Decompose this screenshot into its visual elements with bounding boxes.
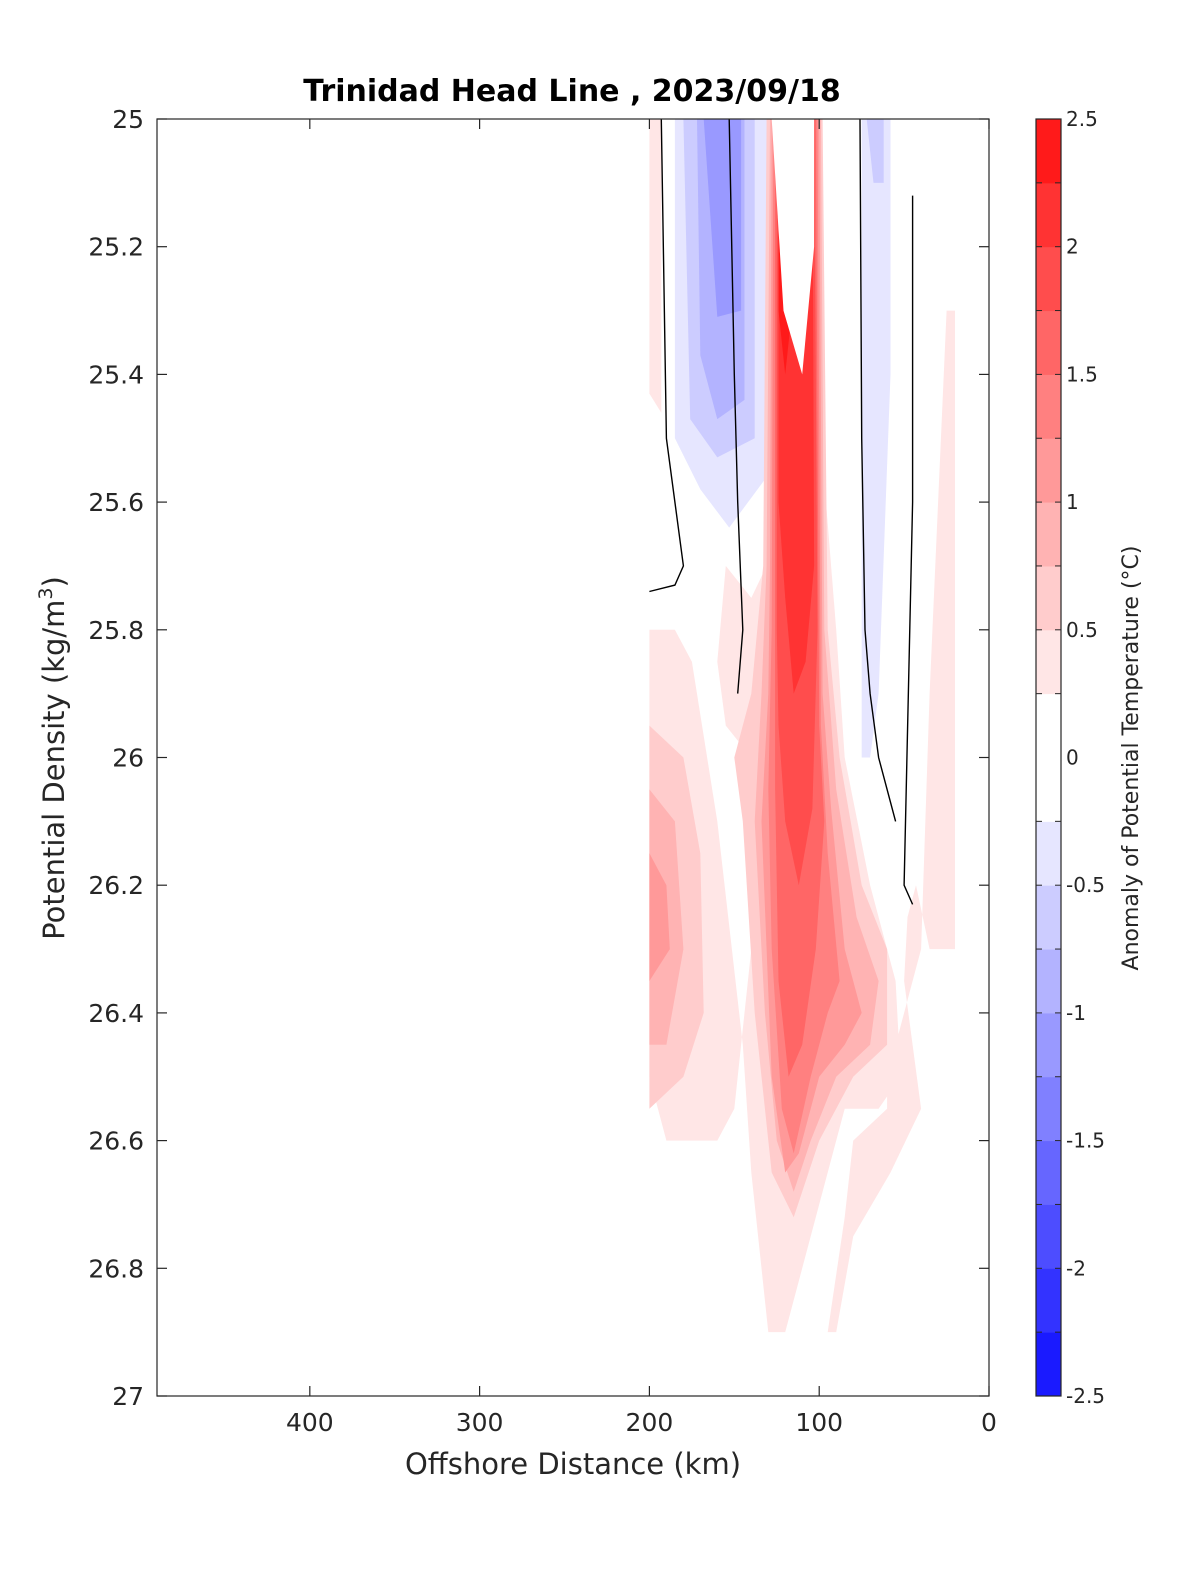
colorbar-segment-1 (1036, 1268, 1061, 1333)
y-axis-label-main: Potential Density (kg/m (37, 600, 71, 940)
colorbar-segment-8 (1036, 821, 1061, 886)
anomaly-region-13 (649, 853, 670, 981)
colorbar-segment-14 (1036, 374, 1061, 439)
colorbar-segment-17 (1036, 182, 1061, 248)
chart-title: Trinidad Head Line , 2023/09/18 (303, 74, 840, 109)
colorbar (1035, 118, 1062, 1397)
colorbar-segment-7 (1036, 885, 1061, 950)
anomaly-region-5 (861, 119, 891, 758)
colorbar-tick-label-1: 2 (1066, 235, 1079, 259)
colorbar-segment-11 (1036, 565, 1061, 631)
zero-contour-3 (903, 195, 914, 905)
x-tick-label-200: 200 (626, 1408, 674, 1437)
y-tick-label-25.2: 25.2 (88, 233, 144, 262)
colorbar-segment-5 (1036, 1012, 1061, 1078)
y-tick-label-25.6: 25.6 (88, 488, 144, 517)
x-tick-label-400: 400 (286, 1408, 334, 1437)
y-tick-label-26.4: 26.4 (88, 999, 144, 1028)
colorbar-segment-15 (1036, 310, 1061, 375)
zero-contour-lines (649, 119, 914, 905)
colorbar-ticks: 2.5 2 1.5 1 0.5 0 -0.5 -1 -1.5 -2 -2.5 (1036, 107, 1105, 1408)
y-axis: 25 25.2 25.4 25.6 25.8 26 26.2 26.4 26.6 26.8 27 (88, 105, 989, 1411)
zero-contour-0 (649, 119, 685, 593)
y-tick-label-26.2: 26.2 (88, 871, 144, 900)
colorbar-tick-label-5: 0 (1066, 746, 1079, 770)
y-tick-label-26.6: 26.6 (88, 1127, 144, 1156)
zero-contour-1 (728, 119, 744, 694)
x-axis-label: Offshore Distance (km) (405, 1447, 741, 1481)
colorbar-tick-label-10: -2.5 (1066, 1384, 1105, 1408)
colorbar-segment-18 (1036, 119, 1061, 184)
colorbar-segment-12 (1036, 502, 1061, 567)
y-axis-label-superscript: 3 (35, 587, 57, 599)
y-axis-label: Potential Density (kg/m3) (35, 576, 71, 940)
y-tick-label-25.8: 25.8 (88, 616, 144, 645)
x-tick-label-100: 100 (795, 1408, 843, 1437)
colorbar-tick-label-9: -2 (1066, 1256, 1086, 1280)
anomaly-region-19 (771, 119, 815, 375)
anomaly-region-0 (649, 119, 662, 413)
colorbar-segment-16 (1036, 246, 1061, 312)
colorbar-segment-13 (1036, 438, 1061, 503)
colorbar-tick-label-6: -0.5 (1066, 873, 1105, 897)
colorbar-segment-2 (1036, 1204, 1061, 1269)
x-axis: 400 300 200 100 0 (286, 119, 997, 1437)
anomaly-region-6 (866, 119, 884, 183)
colorbar-tick-label-2: 1.5 (1066, 362, 1098, 386)
colorbar-tick-label-8: -1.5 (1066, 1129, 1105, 1153)
colorbar-segment-10 (1036, 629, 1061, 695)
y-tick-label-25: 25 (112, 105, 144, 134)
colorbar-segment-9 (1036, 693, 1061, 822)
y-tick-label-25.4: 25.4 (88, 360, 144, 389)
colorbar-tick-label-0: 2.5 (1066, 107, 1098, 131)
x-tick-label-0: 0 (981, 1408, 997, 1437)
y-axis-label-close: ) (37, 576, 71, 587)
colorbar-tick-label-4: 0.5 (1066, 618, 1098, 642)
anomaly-regions (649, 119, 955, 1333)
colorbar-label: Anomaly of Potential Temperature (°C) (1119, 546, 1144, 971)
colorbar-tick-label-3: 1 (1066, 490, 1079, 514)
colorbar-tick-label-7: -1 (1066, 1001, 1086, 1025)
colorbar-frame (1035, 118, 1062, 1397)
zero-contour-2 (859, 119, 897, 822)
y-tick-label-26.8: 26.8 (88, 1254, 144, 1283)
colorbar-segment-0 (1036, 1332, 1061, 1397)
colorbar-segment-6 (1036, 949, 1061, 1014)
colorbar-segment-3 (1036, 1140, 1061, 1205)
y-tick-label-27: 27 (112, 1382, 144, 1411)
colorbar-segment-4 (1036, 1076, 1061, 1142)
x-tick-label-300: 300 (456, 1408, 504, 1437)
y-tick-label-26: 26 (112, 744, 144, 773)
